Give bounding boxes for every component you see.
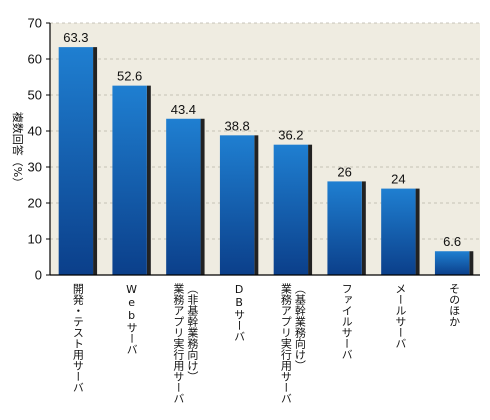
bar (112, 85, 147, 275)
x-category-label: （非基幹業務向け） (186, 283, 199, 382)
data-label: 38.8 (224, 118, 249, 133)
bar-shadow (146, 85, 151, 275)
bar (381, 188, 416, 275)
x-category-label: 業務アプリ実行用サーバ (172, 283, 185, 404)
y-tick-label: 40 (28, 124, 42, 139)
bar-shadow (415, 188, 420, 275)
data-label: 26 (337, 164, 351, 179)
y-tick-label: 70 (28, 16, 42, 31)
data-label: 43.4 (171, 102, 196, 117)
y-tick-label: 50 (28, 88, 42, 103)
bar-shadow (93, 47, 98, 276)
x-category-label: ファイルサーバ (340, 283, 353, 360)
y-tick-label: 30 (28, 160, 42, 175)
x-category-label: （基幹業務向け） (293, 283, 306, 371)
x-category-label: DBサーバ (233, 283, 246, 342)
data-label: 24 (391, 172, 405, 187)
data-label: 36.2 (278, 128, 303, 143)
bar-shadow (200, 118, 205, 275)
bar-shadow (469, 251, 474, 275)
y-tick-label: 0 (35, 268, 42, 283)
x-category-label: メールサーバ (394, 283, 407, 349)
y-tick-label: 10 (28, 232, 42, 247)
bar-shadow (361, 181, 366, 275)
data-label: 6.6 (443, 234, 461, 249)
x-category-label: Webサーバ (125, 283, 138, 355)
data-label: 63.3 (63, 30, 88, 45)
bar (58, 47, 94, 276)
bar (273, 144, 309, 275)
y-tick-label: 20 (28, 196, 42, 211)
data-label: 52.6 (117, 69, 142, 84)
bar-shadow (254, 135, 259, 275)
y-tick-label: 60 (28, 52, 42, 67)
x-category-label: 開発・テスト用サーバ (71, 283, 84, 393)
bar (434, 251, 470, 275)
bar (327, 181, 362, 275)
x-category-label: 業務アプリ実行用サーバ (279, 283, 292, 404)
bar (166, 118, 201, 275)
y-axis-label: 複数回答（%） (11, 112, 25, 188)
x-category-label: そのほか (448, 283, 461, 327)
bar (219, 135, 255, 275)
bar-shadow (308, 144, 313, 275)
